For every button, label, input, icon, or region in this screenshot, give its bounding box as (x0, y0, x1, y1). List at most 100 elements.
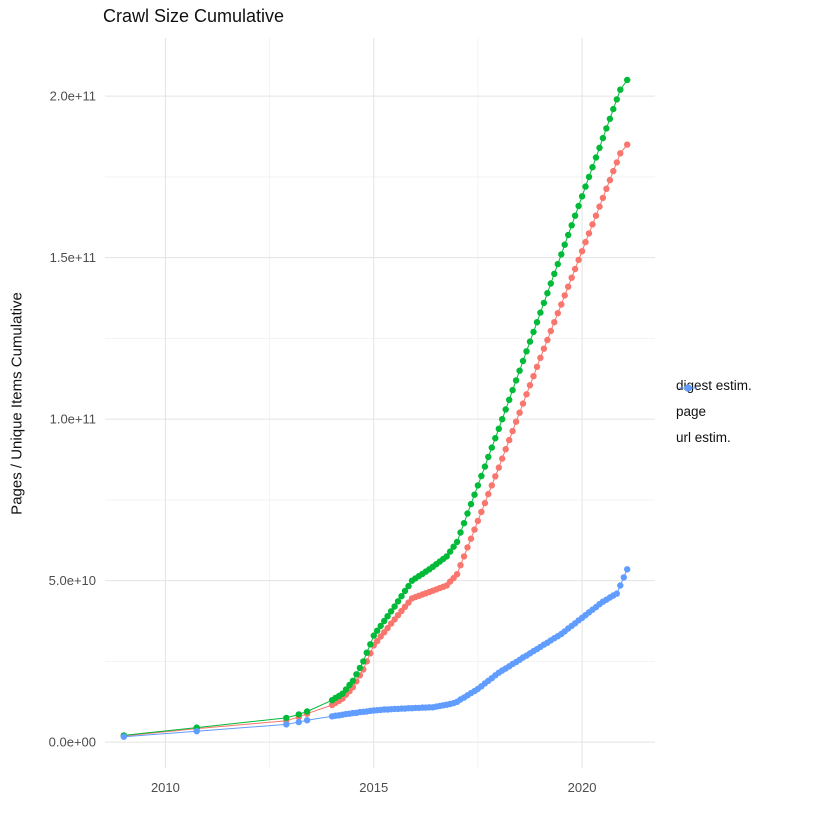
data-point (474, 517, 482, 525)
data-point (512, 418, 520, 425)
data-point (509, 427, 516, 435)
data-point (554, 260, 561, 268)
data-point (303, 717, 311, 724)
data-point (596, 144, 603, 151)
data-point (624, 76, 631, 84)
data-point (523, 391, 530, 398)
data-point (499, 416, 506, 423)
data-point (485, 453, 492, 461)
data-point (374, 627, 381, 634)
data-point (506, 396, 513, 403)
data-point (589, 164, 596, 171)
data-point (391, 603, 398, 610)
data-point (561, 241, 568, 248)
data-point (394, 612, 402, 619)
data-point (613, 590, 620, 597)
data-point (603, 125, 610, 132)
data-point (603, 185, 610, 192)
data-point (453, 571, 461, 578)
legend-label: url estim. (676, 430, 731, 445)
data-point (363, 649, 370, 656)
data-point (401, 587, 409, 595)
data-point (613, 96, 620, 103)
data-point (460, 553, 468, 560)
y-axis-title: Pages / Unique Items Cumulative (8, 292, 26, 515)
x-tick-label: 2020 (568, 780, 597, 795)
x-tick-label: 2015 (359, 780, 388, 795)
series-page (120, 76, 631, 739)
data-point (193, 728, 200, 735)
data-point (547, 327, 554, 335)
data-point (384, 613, 391, 620)
y-tick-label: 5.0e+10 (49, 573, 96, 588)
data-point (523, 348, 530, 355)
data-point (530, 373, 537, 380)
data-point (295, 711, 302, 718)
data-point (516, 409, 523, 416)
data-point (488, 444, 495, 451)
data-point (578, 248, 586, 255)
data-point (596, 203, 603, 210)
data-point (551, 270, 558, 277)
data-point (457, 529, 464, 536)
data-point (592, 154, 600, 161)
data-point (384, 624, 391, 632)
data-point (558, 301, 565, 308)
data-point (353, 671, 360, 678)
data-point (592, 212, 600, 219)
data-point (565, 283, 572, 290)
data-point (356, 664, 364, 672)
x-tick-label: 2010 (151, 780, 180, 795)
data-point (488, 482, 495, 489)
data-point (575, 202, 582, 210)
data-point (446, 548, 454, 555)
data-point (499, 455, 506, 462)
data-point (339, 690, 346, 697)
data-point (492, 435, 499, 442)
data-point (377, 622, 384, 630)
data-point (120, 733, 128, 740)
data-point (509, 386, 516, 394)
data-point (467, 500, 475, 508)
data-point (565, 231, 572, 239)
data-point (512, 377, 520, 384)
data-point (568, 222, 575, 229)
data-point (540, 345, 548, 352)
data-point (471, 526, 478, 533)
data-point (571, 265, 579, 273)
data-point (599, 134, 607, 142)
data-point (405, 599, 412, 606)
data-point (478, 508, 485, 516)
data-point (533, 319, 541, 326)
data-point (519, 357, 527, 365)
data-point (540, 299, 548, 307)
legend-label: digest estim. (676, 378, 752, 393)
data-point (589, 221, 596, 228)
data-point (613, 159, 620, 166)
data-point (295, 718, 302, 726)
legend: digest estim. page url estim. (676, 378, 752, 445)
data-point (492, 473, 499, 480)
data-point (360, 658, 367, 665)
data-point (578, 193, 586, 200)
data-point (464, 544, 471, 551)
data-point (537, 354, 544, 361)
data-point (599, 194, 607, 202)
data-point (620, 574, 627, 581)
data-point (561, 292, 568, 299)
data-point (547, 280, 554, 287)
data-point (471, 491, 478, 498)
data-point (303, 708, 311, 715)
data-point (481, 499, 489, 507)
data-point (342, 686, 350, 693)
data-point (544, 290, 551, 297)
data-point (516, 367, 523, 374)
data-point (526, 338, 534, 345)
data-point (481, 463, 489, 470)
data-point (283, 721, 290, 728)
data-point (582, 183, 589, 190)
data-point (606, 176, 614, 184)
data-point (530, 328, 537, 336)
data-point (453, 538, 461, 546)
data-point (495, 425, 502, 432)
